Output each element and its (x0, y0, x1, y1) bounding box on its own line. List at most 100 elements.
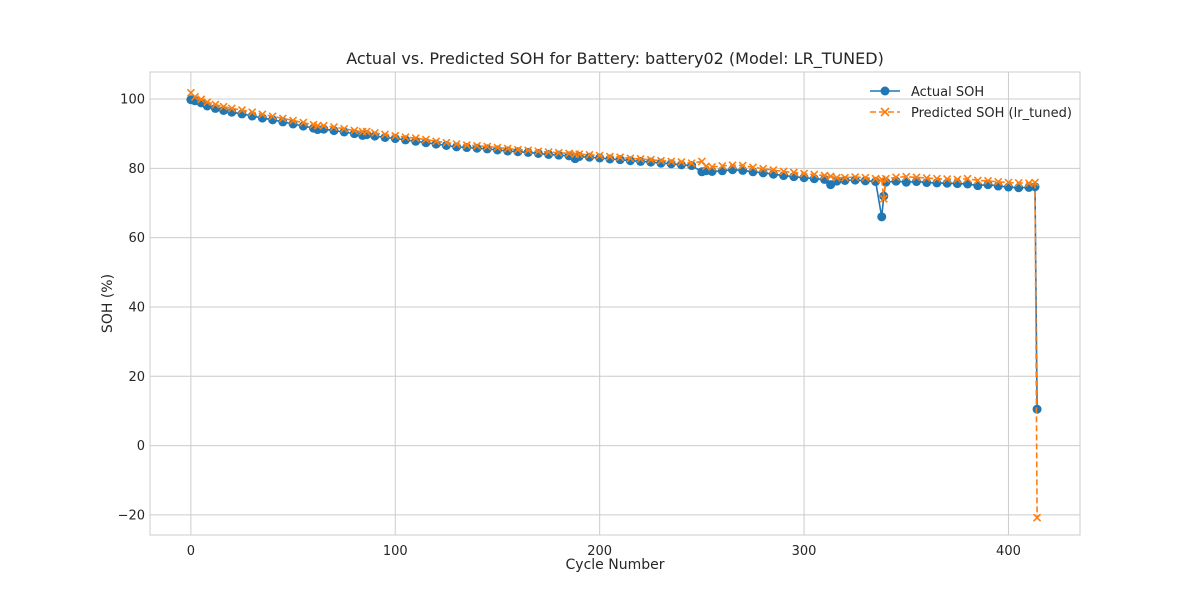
x-tick-label: 200 (587, 544, 612, 559)
y-tick-label: −20 (118, 508, 145, 523)
predicted-soh-point (203, 98, 212, 107)
predicted-soh-point (605, 152, 614, 161)
actual-soh-point (922, 178, 932, 188)
x-tick-label: 300 (792, 544, 817, 559)
predicted-soh-point (380, 130, 390, 139)
x-axis-title: Cycle Number (566, 557, 665, 573)
series-lines (186, 88, 1042, 522)
predicted-soh-point (391, 131, 400, 140)
legend-marker-actual (880, 86, 890, 96)
predicted-soh-point (421, 135, 430, 144)
actual-soh-point (717, 166, 727, 176)
predicted-soh-point (319, 121, 328, 130)
predicted-soh-point (932, 174, 941, 183)
predicted-soh-point (891, 173, 901, 182)
predicted-soh-point (832, 173, 841, 182)
predicted-soh-point (1004, 178, 1013, 187)
predicted-soh-point (513, 145, 522, 154)
predicted-soh-point (851, 172, 860, 182)
predicted-soh-point (646, 155, 655, 164)
predicted-soh-point (616, 153, 625, 162)
predicted-soh-point (943, 175, 952, 184)
legend-marker-predicted (880, 107, 890, 117)
predicted-soh-point (708, 162, 717, 172)
predicted-soh-point (656, 156, 666, 165)
predicted-soh-point (636, 154, 645, 164)
x-tick-label: 0 (187, 544, 195, 559)
legend: Actual SOH Predicted SOH (lr_tuned) (870, 85, 1072, 121)
series-predicted-soh (186, 88, 1042, 522)
predicted-soh-point (963, 174, 972, 183)
actual-soh-point (738, 165, 748, 175)
predicted-soh-point (432, 137, 441, 146)
predicted-soh-point (340, 124, 349, 133)
predicted-soh-point (826, 172, 835, 181)
predicted-soh-point (994, 177, 1003, 186)
x-tick-label: 100 (383, 544, 408, 559)
predicted-soh-point (983, 176, 993, 185)
predicted-soh-point (922, 173, 931, 183)
predicted-soh-point (626, 154, 635, 163)
predicted-soh-point (278, 114, 287, 123)
predicted-soh-point (329, 123, 339, 132)
chart-title: Actual vs. Predicted SOH for Battery: ba… (346, 49, 884, 69)
grid-lines (150, 72, 1080, 535)
predicted-soh-point (912, 173, 921, 182)
predicted-soh-point (362, 127, 371, 136)
x-tick-label: 400 (996, 544, 1021, 559)
predicted-soh-point (219, 102, 228, 111)
predicted-soh-point (544, 147, 553, 157)
predicted-soh-point (268, 112, 277, 121)
predicted-soh-point (313, 121, 322, 130)
predicted-soh-point (503, 144, 512, 153)
predicted-soh-point (759, 164, 768, 173)
actual-soh-point (339, 127, 349, 137)
predicted-soh-point (718, 161, 727, 170)
predicted-soh-point (211, 100, 220, 109)
predicted-soh-point (575, 150, 584, 159)
predicted-soh-point (452, 140, 461, 149)
predicted-soh-point (197, 95, 206, 104)
predicted-soh-point (677, 158, 686, 167)
predicted-soh-point (227, 104, 236, 113)
predicted-soh-point (840, 173, 850, 182)
predicted-soh-point (258, 110, 267, 119)
predicted-soh-point (483, 142, 492, 151)
predicted-soh-point (902, 172, 911, 181)
legend-label-actual: Actual SOH (911, 85, 984, 100)
predicted-soh-point (789, 168, 798, 177)
predicted-soh-point (667, 157, 676, 166)
predicted-soh-point (779, 167, 788, 176)
y-tick-label: 20 (128, 370, 145, 385)
actual-soh-point (1003, 182, 1013, 192)
predicted-soh-point (861, 173, 870, 182)
predicted-soh-point (534, 147, 543, 156)
y-tick-label: 80 (128, 162, 145, 177)
plot-frame (149, 71, 1081, 536)
predicted-soh-point (554, 148, 563, 157)
predicted-soh-point (687, 159, 696, 168)
predicted-soh-point (769, 166, 778, 175)
predicted-soh-point (728, 161, 737, 170)
actual-soh-point (877, 212, 887, 222)
actual-soh-point (728, 165, 738, 175)
actual-soh-point (411, 136, 421, 146)
predicted-soh-point (879, 194, 888, 203)
predicted-soh-point (190, 92, 200, 102)
predicted-soh-point (289, 116, 298, 125)
actual-soh-point (748, 167, 758, 177)
predicted-soh-point (462, 141, 471, 150)
predicted-soh-point (524, 146, 533, 155)
predicted-soh-point (748, 163, 758, 172)
predicted-soh-point (1033, 513, 1042, 522)
y-tick-label: 60 (128, 231, 145, 246)
predicted-soh-point (973, 176, 982, 185)
predicted-soh-point (472, 141, 482, 150)
y-tick-label: 100 (120, 93, 145, 108)
predicted-soh-point (881, 174, 890, 183)
legend-label-predicted: Predicted SOH (lr_tuned) (911, 106, 1072, 121)
y-tick-label: 0 (137, 439, 145, 454)
predicted-soh-point (350, 126, 359, 135)
